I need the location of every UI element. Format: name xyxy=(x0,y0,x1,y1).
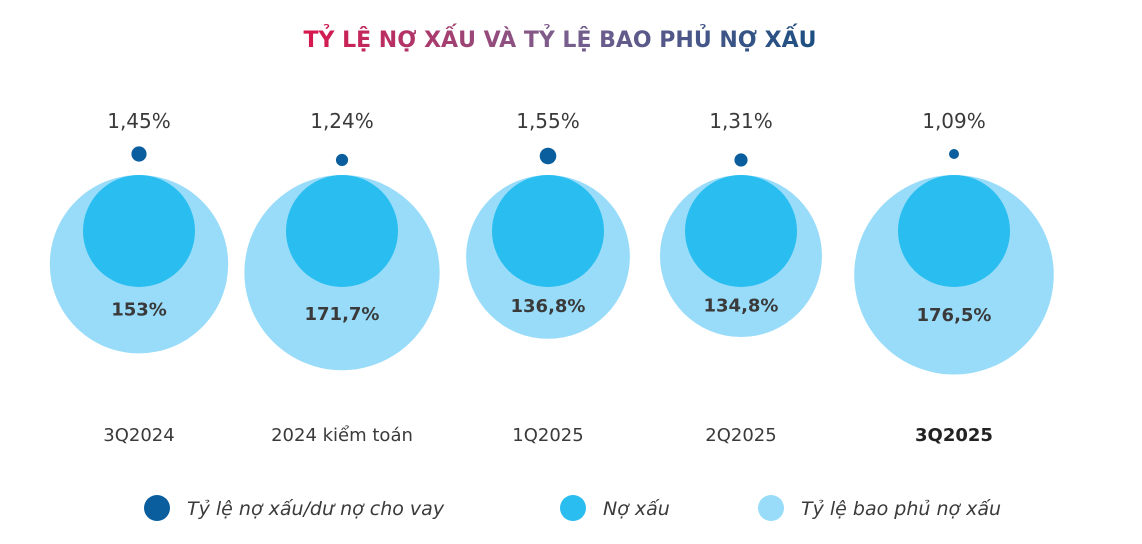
legend-label: Tỷ lệ bao phủ nợ xấu xyxy=(801,498,1001,520)
npl-bubble xyxy=(685,175,797,287)
category-label: 2Q2025 xyxy=(705,425,776,446)
npl-ratio-label: 1,45% xyxy=(107,109,171,133)
category-label: 2024 kiểm toán xyxy=(271,425,413,446)
npl-ratio-dot xyxy=(949,149,959,159)
npl-ratio-dot xyxy=(335,153,349,167)
coverage-ratio-label: 171,7% xyxy=(305,304,380,325)
legend-swatch xyxy=(144,495,170,521)
legend-label: Tỷ lệ nợ xấu/dư nợ cho vay xyxy=(187,498,445,520)
npl-ratio-label: 1,55% xyxy=(516,109,580,133)
chart-title: TỶ LỆ NỢ XẤU VÀ TỶ LỆ BAO PHỦ NỢ XẤU xyxy=(304,24,817,53)
npl-ratio-label: 1,24% xyxy=(310,109,374,133)
npl-bubble xyxy=(492,175,604,287)
npl-ratio-dot xyxy=(539,147,557,165)
coverage-ratio-label: 134,8% xyxy=(704,296,779,317)
npl-bubble xyxy=(286,175,398,287)
npl-ratio-label: 1,09% xyxy=(922,109,986,133)
npl-bubble xyxy=(898,175,1010,287)
npl-bubble xyxy=(83,175,195,287)
coverage-ratio-label: 153% xyxy=(111,300,167,321)
legend-swatch xyxy=(560,495,586,521)
npl-ratio-dot xyxy=(131,146,147,162)
legend-label: Nợ xấu xyxy=(603,498,670,520)
legend-swatch xyxy=(758,495,784,521)
category-label: 3Q2025 xyxy=(915,425,993,446)
npl-ratio-dot xyxy=(734,153,748,167)
category-label: 1Q2025 xyxy=(512,425,583,446)
npl-ratio-label: 1,31% xyxy=(709,109,773,133)
coverage-ratio-label: 136,8% xyxy=(511,296,586,317)
coverage-ratio-label: 176,5% xyxy=(917,305,992,326)
category-label: 3Q2024 xyxy=(103,425,174,446)
